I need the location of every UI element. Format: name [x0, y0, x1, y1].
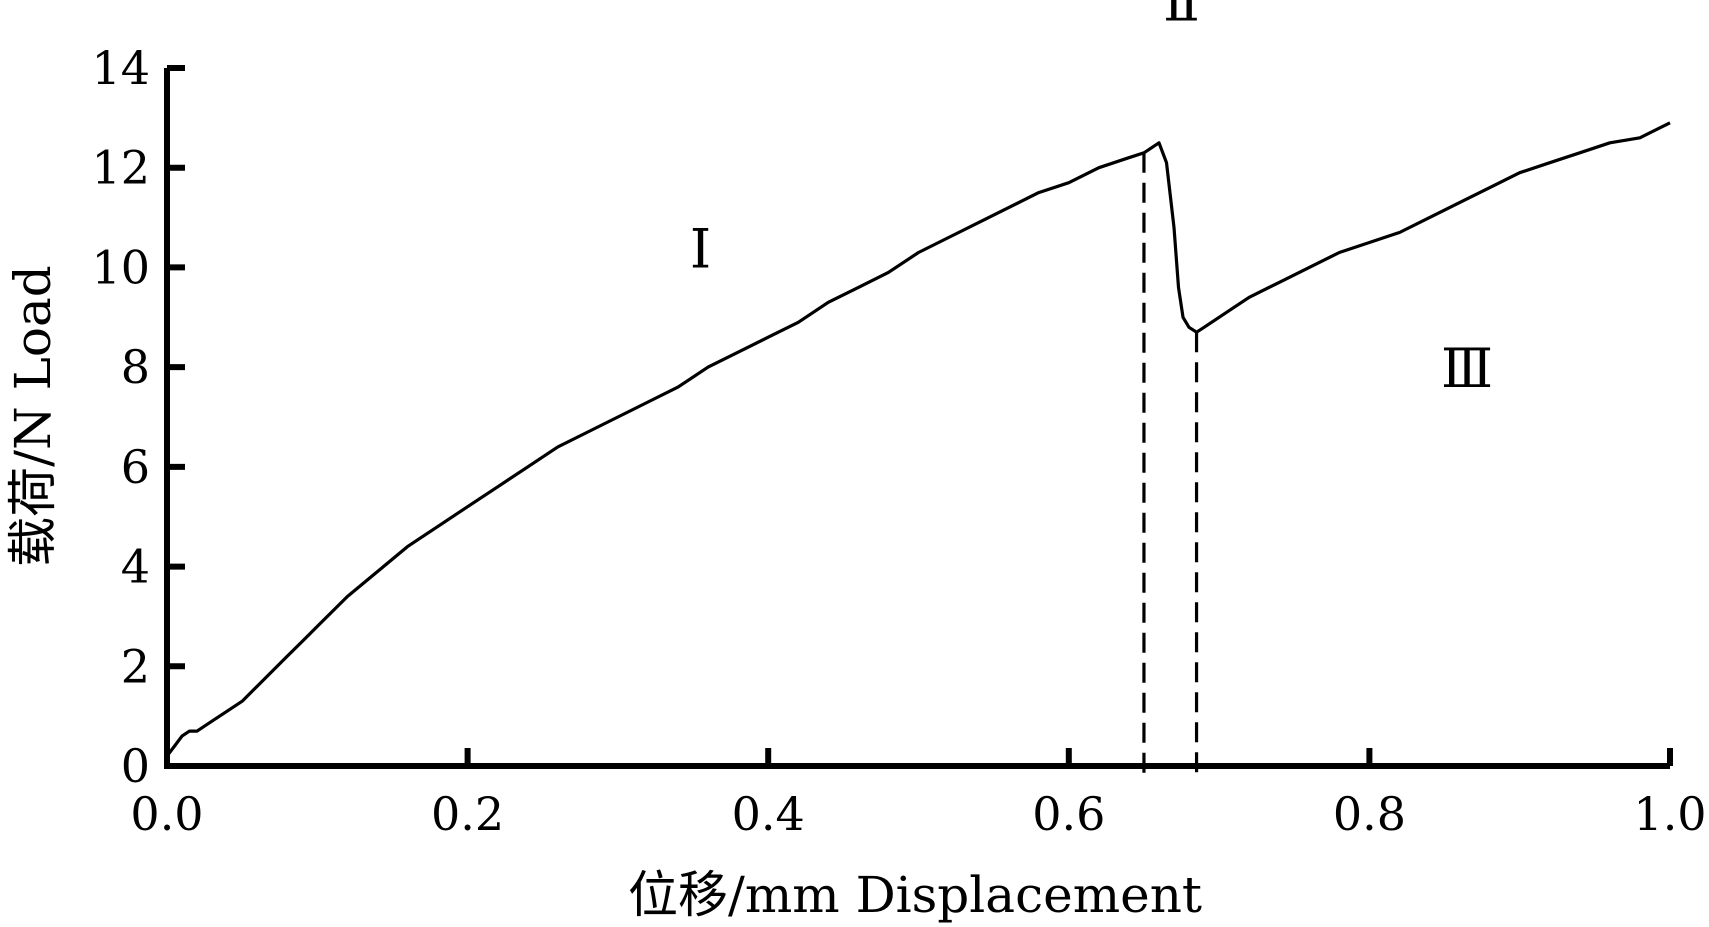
ticks: 0.0 0.2 0.4 0.6 0.8 1.0 0 2 4 6 8 10 12 14 — [91, 41, 1706, 841]
y-tick-label: 10 — [91, 240, 150, 294]
y-axis-title: 载荷/N Load — [4, 265, 62, 567]
region-labels: Ⅰ Ⅱ Ⅲ — [690, 0, 1493, 400]
region-label: Ⅰ — [690, 217, 711, 280]
y-tick-label: 4 — [121, 540, 150, 594]
y-tick-label: 0 — [121, 739, 150, 793]
x-axis-title: 位移/mm Displacement — [628, 866, 1202, 924]
y-tick-label: 12 — [91, 141, 150, 195]
x-tick-label: 1.0 — [1633, 787, 1706, 841]
x-tick-label: 0.4 — [732, 787, 805, 841]
y-tick-label: 2 — [121, 639, 150, 693]
y-tick-label: 6 — [121, 440, 150, 494]
region-label: Ⅲ — [1441, 337, 1493, 400]
axes — [164, 68, 1670, 769]
region-label: Ⅱ — [1163, 0, 1200, 34]
load-curve — [165, 121, 1671, 757]
region-dividers — [1142, 152, 1199, 776]
y-tick-label: 8 — [121, 340, 150, 394]
y-tick-label: 14 — [91, 41, 150, 95]
x-tick-label: 0.0 — [130, 787, 203, 841]
x-tick-label: 0.8 — [1333, 787, 1406, 841]
x-tick-label: 0.6 — [1032, 787, 1105, 841]
x-tick-label: 0.2 — [431, 787, 504, 841]
